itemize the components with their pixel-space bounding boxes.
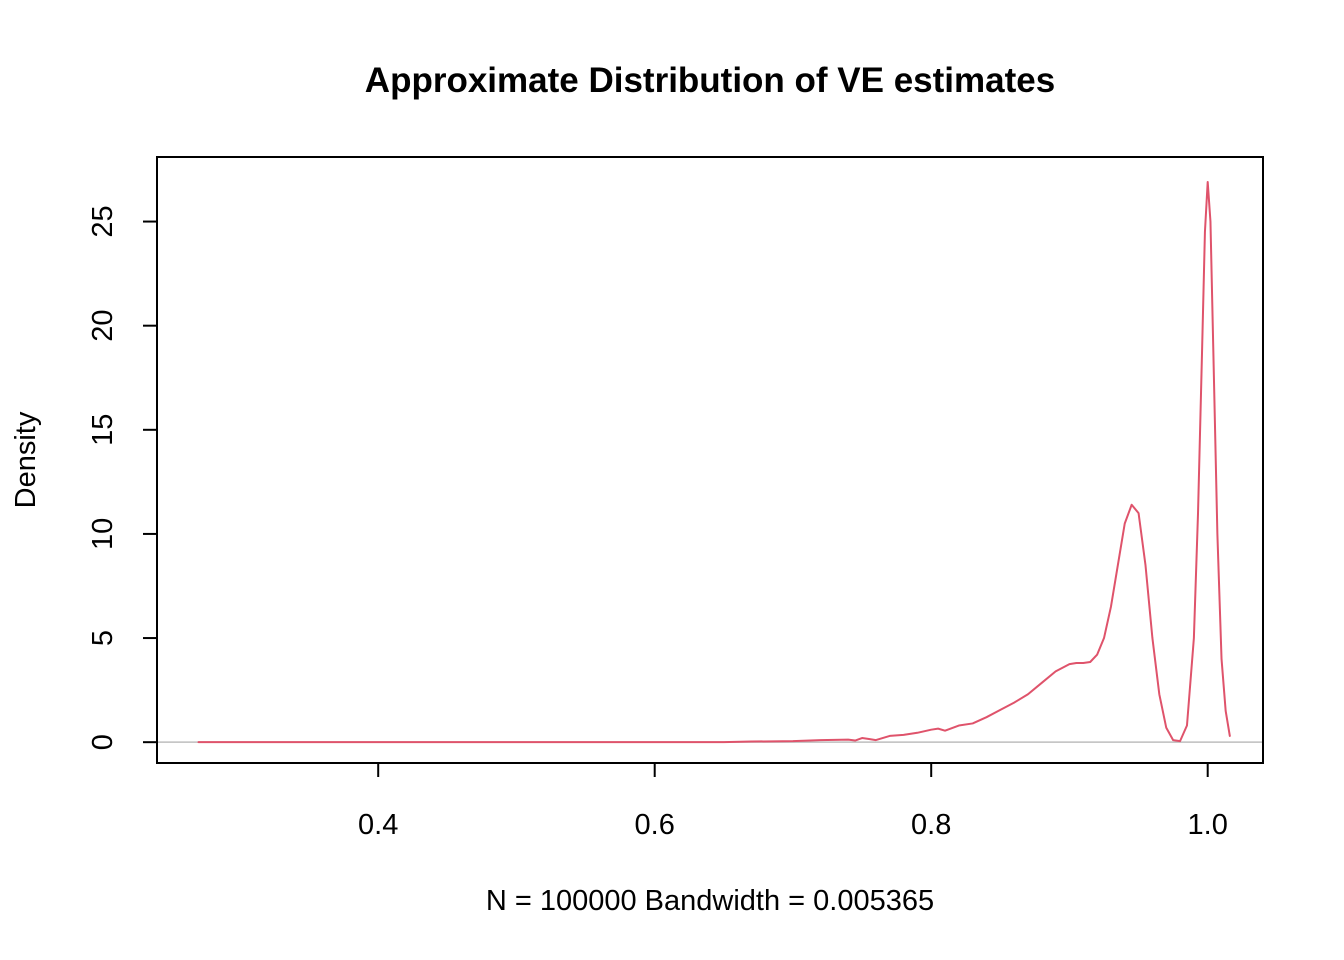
- y-tick-label: 15: [87, 414, 119, 446]
- x-tick-label: 0.6: [635, 809, 675, 841]
- y-tick-label: 25: [87, 205, 119, 237]
- density-curve: [197, 180, 1231, 744]
- plot-frame: [156, 156, 1264, 764]
- y-axis: 0 5 10 15 20 25: [87, 205, 158, 750]
- x-tick-label: 0.4: [358, 809, 398, 841]
- x-tick-label: 1.0: [1188, 809, 1228, 841]
- y-tick-label: 5: [87, 630, 119, 646]
- plot-area: [157, 180, 1263, 744]
- y-tick-label: 10: [87, 518, 119, 550]
- x-axis-label: N = 100000 Bandwidth = 0.005365: [486, 885, 934, 917]
- y-axis-label: Density: [10, 411, 42, 508]
- y-tick-label: 20: [87, 310, 119, 342]
- y-tick-label: 0: [87, 734, 119, 750]
- x-axis: 0.4 0.6 0.8 1.0: [358, 762, 1228, 841]
- x-tick-label: 0.8: [911, 809, 951, 841]
- chart-title: Approximate Distribution of VE estimates: [365, 61, 1055, 100]
